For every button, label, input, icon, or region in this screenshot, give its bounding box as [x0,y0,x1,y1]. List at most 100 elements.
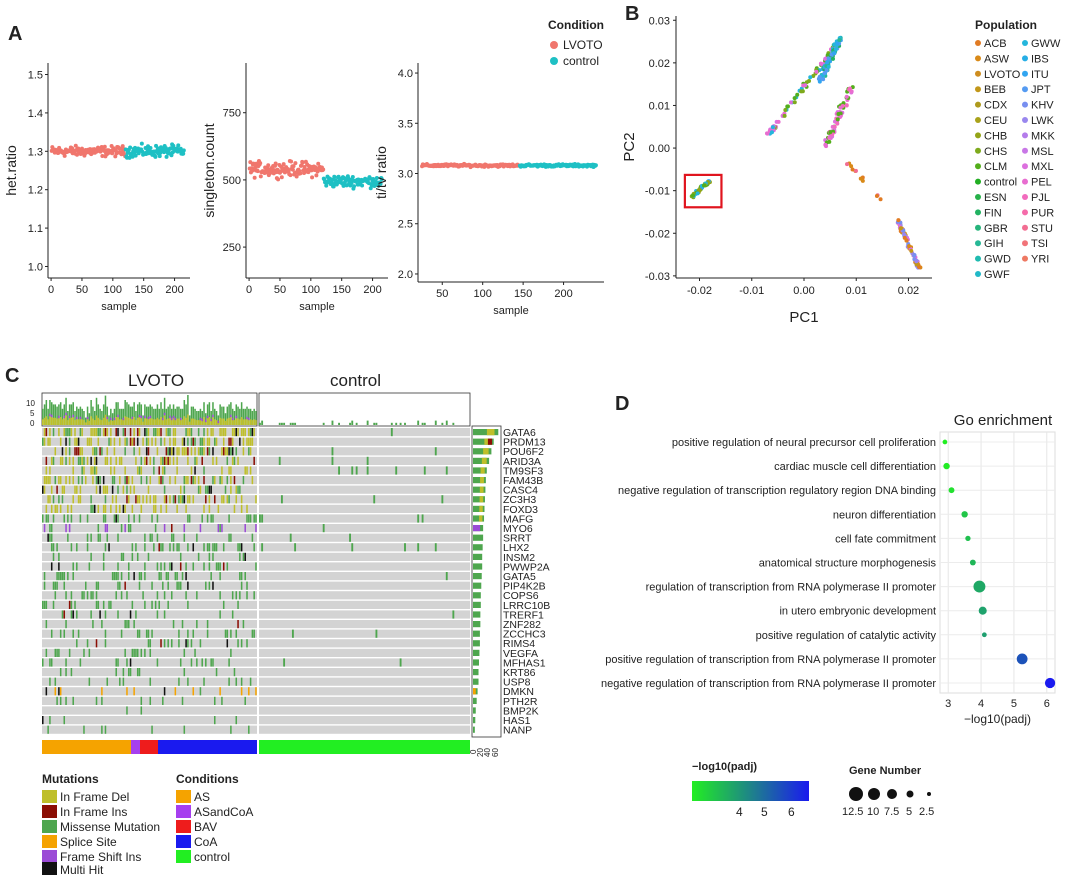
mutation-cell [149,639,152,648]
mutation-cell [92,447,94,456]
mutation-cell [111,485,114,494]
mutation-cell [129,437,132,446]
gene-frequency-bar [473,515,485,522]
sample-bar-segment [113,417,116,421]
mutation-cell [199,447,202,456]
pca-point [808,75,813,80]
pca-point [912,253,917,258]
matrix-row-bg-control [259,428,470,437]
mutation-cell [187,629,189,638]
mutation-cell [171,524,173,533]
data-point-lvoto [309,168,314,173]
mutation-cell [208,504,211,513]
mutation-cell [113,447,116,456]
mutation-cell [128,562,130,571]
population-label-esn: ESN [984,192,1007,204]
mutation-cell [92,466,94,475]
data-point-control [157,154,162,159]
mutation-cell [104,495,107,504]
sample-bar-segment [81,419,83,425]
sample-bar-segment [158,419,160,425]
sample-bar-segment [212,417,214,425]
mutation-cell [239,572,241,581]
matrix-row-bg-control [259,620,470,629]
mutation-cell [90,610,92,619]
mutation-cell [59,456,62,465]
pca-point [795,92,800,97]
size-legend-dot-10 [868,788,880,800]
mutation-cell [128,476,130,485]
mutation-cell [231,447,234,456]
matrix-row-bg-lvoto [42,706,257,715]
sample-bar [248,408,250,425]
mutation-cell [185,428,187,437]
sample-bar-segment [235,417,238,425]
legend-swatch-control [176,850,191,863]
mutation-cell [63,581,66,590]
sample-bar [201,411,203,425]
sample-bar-segment [129,418,132,425]
sample-bar-segment [122,417,125,421]
mutation-cell [133,620,135,629]
mutation-cell [187,476,189,485]
mutation-cell [212,514,214,523]
mutation-cell [149,456,152,465]
data-point-control [360,183,365,188]
pca-point [785,104,790,109]
mutation-cell [92,591,94,600]
sample-bar-segment [50,417,53,425]
sample-bar [185,404,187,425]
gene-label-bmp2k: BMP2K [503,705,539,717]
matrix-row-bg-lvoto [42,572,257,581]
sample-bar-segment [49,416,51,425]
mutation-cell [95,600,98,609]
sample-bar [255,411,257,425]
mutation-cell [192,562,195,571]
gene-label-mafg: MAFG [503,513,533,525]
sample-bar-segment [147,416,150,420]
legend-coa: CoA [194,835,217,849]
population-marker-ibs [1022,55,1028,62]
mutation-cell [136,629,139,638]
mutation-cell [104,524,107,533]
mutation-cell [70,514,73,523]
population-marker-esn [975,194,981,200]
mutation-cell [83,648,85,657]
mutation-cell [77,495,80,504]
sample-bar [59,402,62,425]
sample-bar [113,408,116,425]
sample-bar-segment [251,420,254,425]
mutation-cell [90,428,92,437]
mutation-cell [120,524,123,533]
het-ratio-plot: 1.01.11.21.31.41.50 50 100 150 200samplehet.… [3,63,190,313]
mutation-cell [151,629,153,638]
matrix-row-bg-control [259,456,470,465]
mutation-cell [231,456,234,465]
mutation-cell [171,591,173,600]
mutation-cell [188,514,191,523]
mutation-cell [95,456,98,465]
sample-bar [176,406,178,425]
mutation-cell [47,437,49,446]
mutation-cell [172,437,175,446]
x-tick-label: 5 [1011,698,1017,710]
pca-point [818,61,823,66]
data-point-control [133,153,138,158]
mutation-cell [54,581,57,590]
sample-bar [65,397,67,425]
mutation-cell [208,437,211,446]
mutation-cell [115,428,117,437]
pca-point [896,218,901,223]
sample-bar-segment [165,419,168,425]
gene-frequency-bars [473,429,499,733]
mutation-cell [115,572,117,581]
mutation-cell [63,629,66,638]
mutation-cell [90,466,92,475]
mutation-cell [47,476,49,485]
mutation-cell [160,562,162,571]
gene-label-cops6: COPS6 [503,590,539,602]
mutation-cell [52,552,55,561]
mutation-cell [246,437,248,446]
data-point-lvoto [273,161,278,166]
gene-frequency-bar [473,553,483,560]
